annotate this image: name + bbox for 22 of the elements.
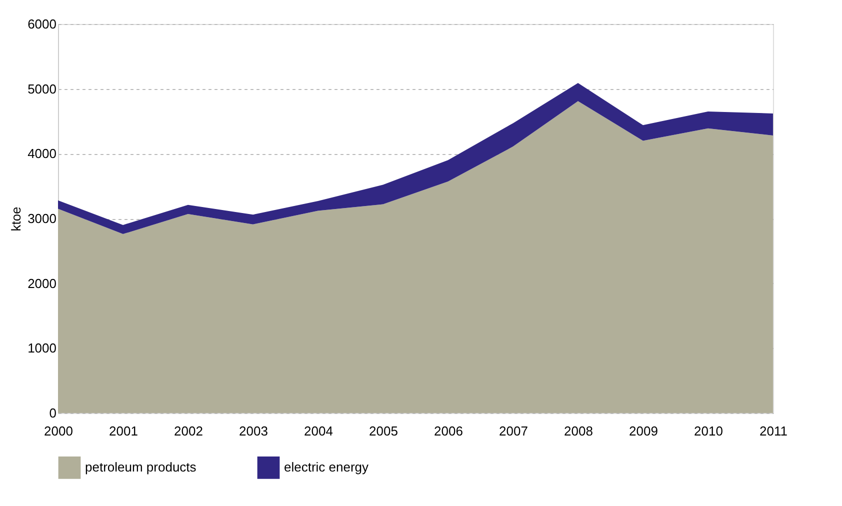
x-tick-label: 2004 bbox=[304, 424, 333, 438]
x-tick-label: 2006 bbox=[434, 424, 463, 438]
y-tick-label: 3000 bbox=[28, 211, 56, 226]
x-tick-label: 2010 bbox=[694, 424, 723, 438]
legend-label: petroleum products bbox=[85, 460, 197, 475]
x-tick-label: 2001 bbox=[109, 424, 138, 438]
x-tick-label: 2007 bbox=[499, 424, 528, 438]
legend-label: electric energy bbox=[284, 460, 370, 475]
y-tick-label: 5000 bbox=[28, 81, 56, 96]
x-tick-label: 2009 bbox=[629, 424, 658, 438]
y-tick-label: 0 bbox=[49, 406, 56, 420]
y-axis-title: ktoe bbox=[8, 206, 24, 232]
x-tick-label: 2011 bbox=[760, 424, 788, 438]
x-tick-label: 2000 bbox=[44, 424, 73, 438]
x-tick-label: 2008 bbox=[564, 424, 593, 438]
x-tick-label: 2005 bbox=[369, 424, 398, 438]
y-tick-label: 2000 bbox=[28, 276, 56, 291]
x-tick-label: 2003 bbox=[239, 424, 268, 438]
y-tick-label: 1000 bbox=[28, 340, 56, 356]
y-tick-label: 6000 bbox=[28, 16, 56, 32]
y-tick-label: 4000 bbox=[28, 146, 56, 162]
x-tick-label: 2002 bbox=[174, 424, 203, 438]
